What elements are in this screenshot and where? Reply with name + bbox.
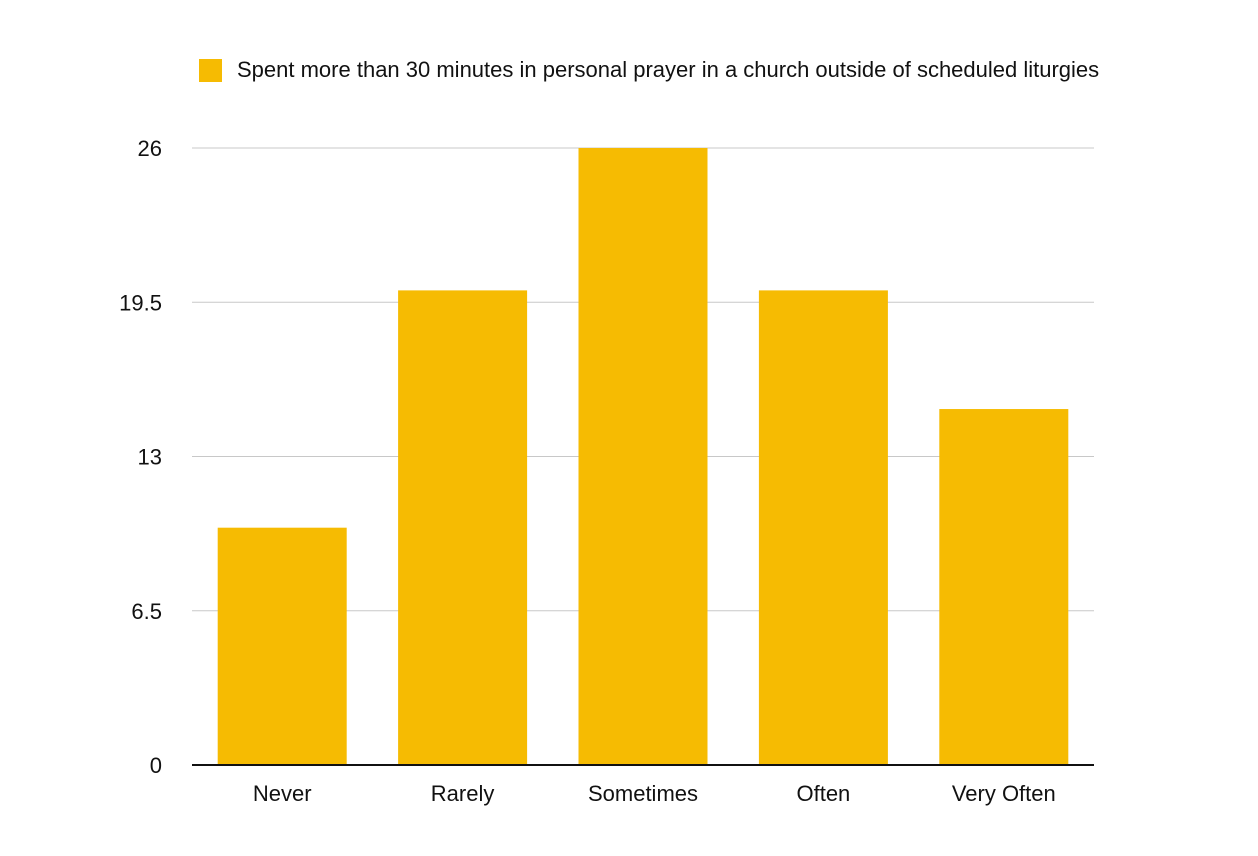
legend-swatch: [199, 58, 222, 82]
y-tick-label: 0: [150, 753, 162, 778]
bar-rarely: [398, 290, 528, 765]
bars: [217, 148, 1069, 765]
x-tick-label: Never: [253, 781, 312, 806]
x-tick-labels: Never Rarely Sometimes Often Very Often: [253, 781, 1056, 806]
bar-never: [217, 527, 347, 765]
y-tick-label: 26: [138, 136, 162, 161]
y-tick-labels: 0 6.5 13 19.5 26: [119, 136, 162, 778]
legend-label: Spent more than 30 minutes in personal p…: [237, 57, 1100, 82]
y-tick-label: 6.5: [131, 599, 162, 624]
bar-sometimes: [578, 148, 708, 765]
x-tick-label: Sometimes: [588, 781, 698, 806]
y-tick-label: 19.5: [119, 290, 162, 315]
x-tick-label: Very Often: [952, 781, 1056, 806]
legend: Spent more than 30 minutes in personal p…: [199, 57, 1099, 83]
bar-very-often: [939, 409, 1069, 765]
x-tick-label: Rarely: [431, 781, 495, 806]
y-tick-label: 13: [138, 445, 162, 470]
bar-often: [758, 290, 888, 765]
x-tick-label: Often: [796, 781, 850, 806]
